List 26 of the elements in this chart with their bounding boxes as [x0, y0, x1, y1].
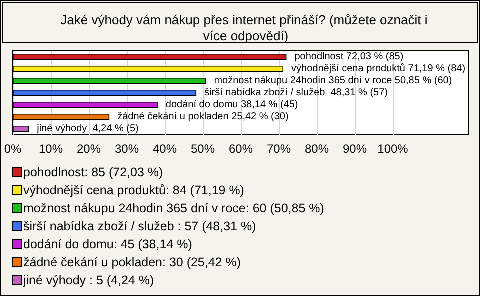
legend-label: jiné výhody : 5 (4,24 %) — [22, 274, 154, 288]
x-tick-label: 20% — [76, 142, 102, 156]
legend-label: dodání do domu: 45 (38,14 %) — [24, 238, 192, 252]
legend-label: širší nabídka zboží / služeb : 57 (48,31 %) — [24, 220, 256, 234]
legend-label: pohodlnost: 85 (72,03 %) — [24, 166, 164, 180]
data-label: žádné čekání u pokladen 25,42 % (30) — [118, 112, 289, 122]
x-tick-label: 50% — [190, 142, 216, 156]
x-tick-label: 0% — [4, 142, 22, 156]
x-tick-label: 10% — [38, 142, 64, 156]
data-label: dodání do domu 38,14 % (45) — [166, 100, 298, 110]
data-label: širší nabídka zboží / služeb 48,31 % (57) — [204, 88, 388, 98]
legend-label: žádné čekání u pokladen: 30 (25,42 %) — [24, 256, 242, 270]
x-tick-label: 70% — [266, 142, 292, 156]
data-label: výhodnější cena produktů 71,19 % (84) — [292, 62, 466, 74]
x-tick-label: 60% — [228, 142, 254, 156]
chart-title: Jaké výhody vám nákup přes internet přináší? (můžete označit i více odpovědí) — [60, 12, 432, 44]
x-tick-label: 90% — [342, 142, 368, 156]
legend-label: možnost nákupu 24hodin 365 dní v roce: 60 (50,85 %) — [24, 202, 324, 216]
legend-label: výhodnější cena produktů: 84 (71,19 %) — [24, 184, 244, 198]
data-label: možnost nákupu 24hodin 365 dní v roce 50,85 % (60) — [214, 76, 452, 86]
x-tick-label: 40% — [152, 142, 178, 156]
x-tick-label: 30% — [114, 142, 140, 156]
data-label: jiné výhody 4,24 % (5) — [36, 124, 139, 134]
data-label: pohodlnost 72,03 % (85) — [294, 52, 404, 62]
x-tick-label: 80% — [304, 142, 330, 156]
x-tick-label: 100% — [378, 142, 409, 156]
